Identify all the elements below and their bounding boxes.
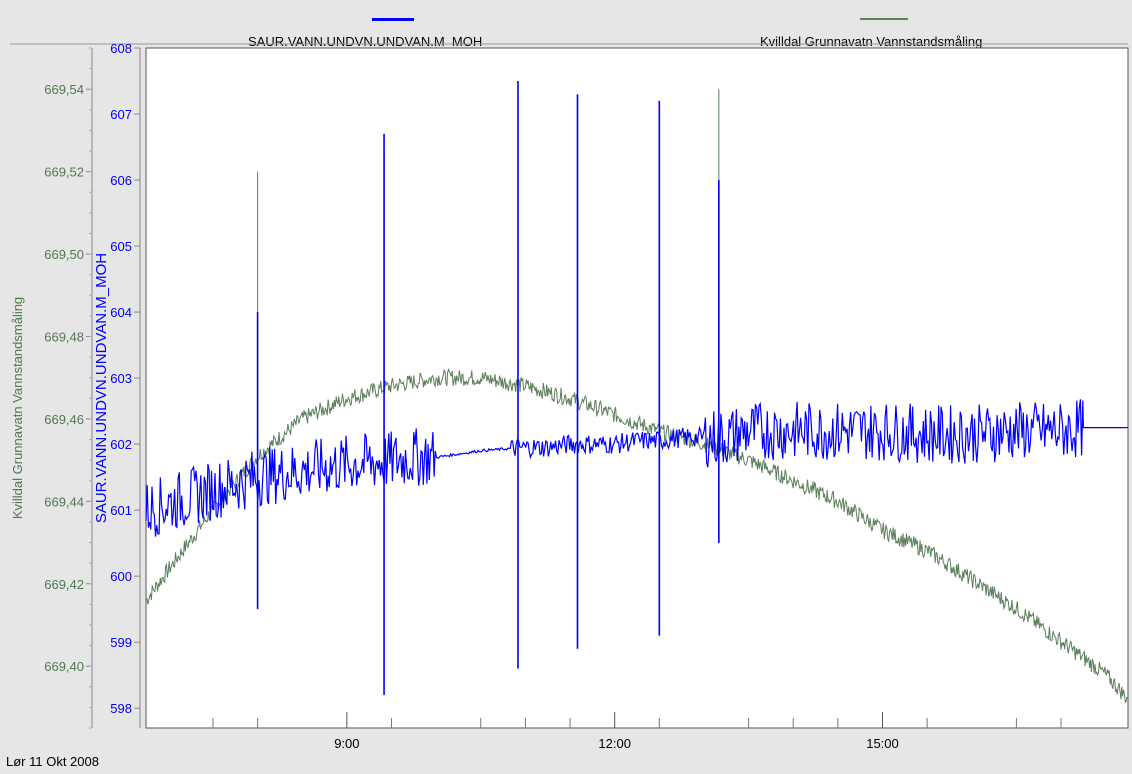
outer-y-tick-label: 669,46: [44, 412, 84, 427]
inner-y-tick-label: 598: [110, 701, 132, 716]
inner-y-tick-label: 602: [110, 437, 132, 452]
outer-y-tick-label: 669,50: [44, 247, 84, 262]
inner-y-tick-label: 601: [110, 503, 132, 518]
plot-area: [145, 47, 1129, 729]
outer-y-tick-label: 669,40: [44, 659, 84, 674]
inner-y-tick-label: 607: [110, 107, 132, 122]
date-label: Lør 11 Okt 2008: [6, 754, 99, 769]
inner-y-tick-label: 606: [110, 173, 132, 188]
legend-label-kvilldal: Kvilldal Grunnavatn Vannstandsmåling: [760, 34, 983, 49]
legend-swatch-kvilldal: [860, 18, 908, 20]
x-tick-label: 15:00: [866, 736, 899, 751]
legend-label-saur: SAUR.VANN.UNDVN.UNDVAN.M_MOH: [248, 34, 483, 49]
inner-y-axis-label: SAUR.VANN.UNDVN.UNDVAN.M_MOH: [93, 253, 110, 523]
inner-y-tick-label: 599: [110, 635, 132, 650]
inner-y-tick-label: 603: [110, 371, 132, 386]
inner-y-tick-label: 600: [110, 569, 132, 584]
outer-y-tick-label: 669,44: [44, 494, 84, 509]
inner-y-tick-label: 608: [110, 41, 132, 56]
series-line-saur: [145, 399, 1128, 537]
outer-y-tick-label: 669,48: [44, 329, 84, 344]
outer-y-tick-label: 669,52: [44, 165, 84, 180]
outer-y-tick-label: 669,42: [44, 577, 84, 592]
series-line-kvilldal: [145, 367, 1128, 704]
inner-y-tick-label: 605: [110, 239, 132, 254]
outer-y-tick-label: 669,54: [44, 82, 84, 97]
inner-y-tick-label: 604: [110, 305, 132, 320]
x-tick-label: 12:00: [598, 736, 631, 751]
x-tick-label: 9:00: [334, 736, 359, 751]
outer-y-axis-label: Kvilldal Grunnavatn Vannstandsmåling: [10, 297, 25, 519]
legend-swatch-saur: [372, 18, 414, 21]
